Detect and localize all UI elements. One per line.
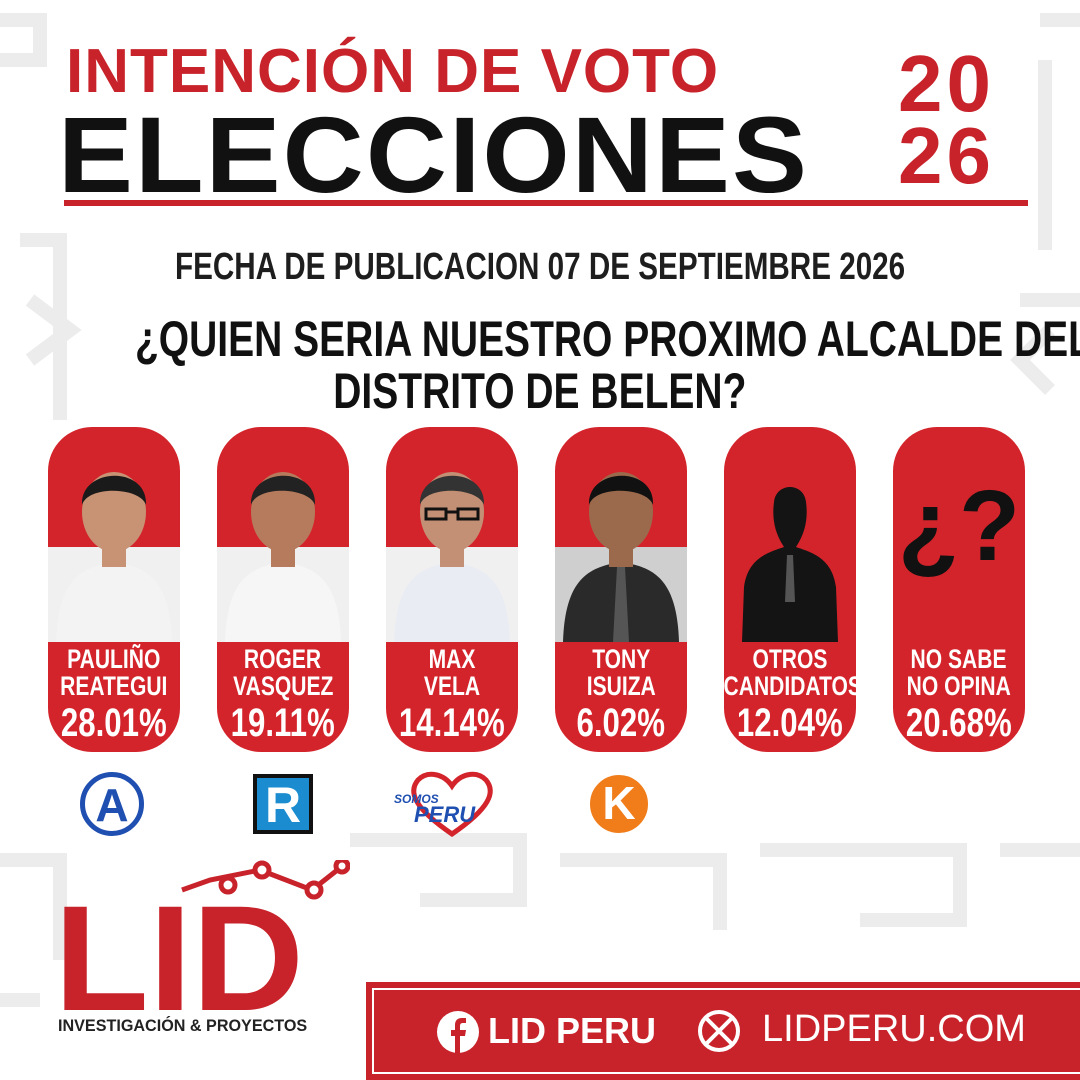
logo-dots <box>218 860 350 900</box>
website: LIDPERU.COM <box>762 1008 1026 1050</box>
candidate-name-wrap: NO SABE <box>893 645 1025 673</box>
tie <box>613 567 629 642</box>
title-rule <box>64 200 1028 206</box>
web-icon <box>698 1010 740 1052</box>
candidate-value-wrap: 20.68% <box>893 701 1025 746</box>
footer-bar: LID PERU LIDPERU.COM <box>366 982 1080 1080</box>
candidate-name-wrap: CANDIDATOS <box>724 672 856 700</box>
hair <box>250 475 316 505</box>
candidate-photo <box>742 487 838 642</box>
date-wrap: FECHA DE PUBLICACION 07 DE SEPTIEMBRE 20… <box>0 246 1080 289</box>
title-line2: ELECCIONES <box>58 92 878 217</box>
candidate-name: ISUIZA <box>586 671 656 701</box>
candidate-card: TONY ISUIZA 6.02% <box>555 427 687 752</box>
title-line2-text: ELECCIONES <box>58 94 809 215</box>
candidate-value: 14.14% <box>399 701 505 745</box>
candidate-name: NO SABE <box>911 644 1007 674</box>
party-logo: R <box>253 774 313 834</box>
candidate-value-wrap: 14.14% <box>386 701 518 746</box>
candidate-value: 6.02% <box>576 701 666 745</box>
candidate-name: PAULIÑO <box>67 644 161 674</box>
logo-subtitle-wrap: INVESTIGACIÓN & PROYECTOS <box>58 1016 320 1036</box>
candidate-name-wrap: VELA <box>386 672 518 700</box>
candidate-card: ¿? NO SABE NO OPINA 20.68% <box>893 427 1025 752</box>
year-top: 20 <box>898 39 995 128</box>
candidate-card: ROGER VASQUEZ 19.11% <box>217 427 349 752</box>
candidate-name: NO OPINA <box>906 671 1012 701</box>
hair <box>588 475 654 505</box>
shirt <box>225 562 341 642</box>
year-bottom: 26 <box>898 111 995 200</box>
candidate-name: OTROS <box>752 644 828 674</box>
title-line1: INTENCIÓN DE VOTO <box>66 37 720 106</box>
candidate-name-wrap: REATEGUI <box>48 672 180 700</box>
party-logo-text: PERU <box>414 802 476 827</box>
heart <box>411 771 493 838</box>
candidate-name-wrap: MAX <box>386 645 518 673</box>
candidate-name-wrap: PAULIÑO <box>48 645 180 673</box>
hair <box>419 475 485 505</box>
candidate-card: OTROS CANDIDATOS 12.04% <box>724 427 856 752</box>
question-1-wrap: ¿QUIEN SERIA NUESTRO PROXIMO ALCALDE DEL <box>0 310 1080 368</box>
candidate-value-wrap: 6.02% <box>555 701 687 746</box>
hair <box>81 475 147 505</box>
candidate-card: MAX VELA 14.14% <box>386 427 518 752</box>
candidate-name: CANDIDATOS <box>724 671 856 701</box>
question-line: ¿QUIEN SERIA NUESTRO PROXIMO ALCALDE DEL <box>134 311 1080 367</box>
candidate-photo <box>48 472 180 642</box>
candidate-name: VELA <box>423 671 481 701</box>
silhouette-tie <box>785 555 795 602</box>
lid-logo: LID <box>54 860 350 1040</box>
party-logo: A <box>80 772 144 836</box>
question-line: DISTRITO DE BELEN? <box>333 363 747 419</box>
footer-border <box>372 988 1080 1074</box>
party-logo-text: SOMOS <box>394 792 439 806</box>
facebook-icon <box>437 1011 479 1054</box>
candidate-name-wrap: OTROS <box>724 645 856 673</box>
candidate-name-wrap: VASQUEZ <box>217 672 349 700</box>
candidate-value: 12.04% <box>737 701 843 745</box>
candidate-value: 20.68% <box>906 701 1012 745</box>
candidate-name-wrap: ROGER <box>217 645 349 673</box>
unknown-symbol: ¿? <box>897 470 1021 582</box>
glasses <box>424 507 480 521</box>
candidate-photo <box>555 472 687 642</box>
logo-subtitle: INVESTIGACIÓN & PROYECTOS <box>58 1016 308 1035</box>
candidate-name-wrap: ISUIZA <box>555 672 687 700</box>
candidate-value-wrap: 19.11% <box>217 701 349 746</box>
candidate-name: MAX <box>428 644 476 674</box>
logo-text: LID <box>54 874 304 1040</box>
facebook-handle: LID PERU <box>488 1010 657 1051</box>
candidate-photo <box>217 472 349 642</box>
candidate-name-wrap: TONY <box>555 645 687 673</box>
candidate-name-wrap: NO OPINA <box>893 672 1025 700</box>
candidate-name: VASQUEZ <box>232 671 334 701</box>
candidate-name: TONY <box>591 644 651 674</box>
publication-date: FECHA DE PUBLICACION 07 DE SEPTIEMBRE 20… <box>174 246 906 288</box>
question-2-wrap: DISTRITO DE BELEN? <box>0 362 1080 420</box>
party-logo: K <box>587 772 651 836</box>
candidate-name: ROGER <box>244 644 322 674</box>
candidate-card: PAULIÑO REATEGUI 28.01% <box>48 427 180 752</box>
candidate-photo <box>386 472 518 642</box>
shirt <box>56 562 172 642</box>
party-logo-heart <box>411 771 493 838</box>
candidate-value-wrap: 12.04% <box>724 701 856 746</box>
candidate-name: REATEGUI <box>60 671 168 701</box>
candidate-value: 28.01% <box>61 701 167 745</box>
candidate-value-wrap: 28.01% <box>48 701 180 746</box>
shirt <box>394 562 510 642</box>
candidate-value: 19.11% <box>230 701 336 745</box>
